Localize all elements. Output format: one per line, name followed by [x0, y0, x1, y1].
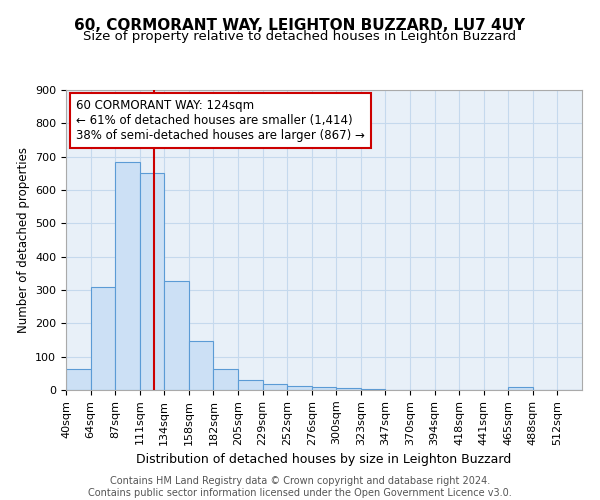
Bar: [164, 280, 189, 390]
Text: 60, CORMORANT WAY, LEIGHTON BUZZARD, LU7 4UY: 60, CORMORANT WAY, LEIGHTON BUZZARD, LU7…: [74, 18, 526, 32]
Text: Contains HM Land Registry data © Crown copyright and database right 2024.
Contai: Contains HM Land Registry data © Crown c…: [88, 476, 512, 498]
Bar: [91, 286, 115, 390]
Bar: [336, 388, 361, 390]
Text: 60 CORMORANT WAY: 124sqm
← 61% of detached houses are smaller (1,414)
38% of sem: 60 CORMORANT WAY: 124sqm ← 61% of detach…: [76, 99, 365, 142]
X-axis label: Distribution of detached houses by size in Leighton Buzzard: Distribution of detached houses by size …: [136, 453, 512, 466]
Text: Size of property relative to detached houses in Leighton Buzzard: Size of property relative to detached ho…: [83, 30, 517, 43]
Bar: [312, 388, 336, 390]
Bar: [66, 370, 91, 390]
Bar: [214, 369, 238, 390]
Bar: [508, 386, 533, 390]
Bar: [263, 384, 287, 390]
Bar: [115, 162, 140, 390]
Bar: [238, 380, 263, 390]
Bar: [287, 386, 312, 390]
Bar: [189, 340, 214, 390]
Y-axis label: Number of detached properties: Number of detached properties: [17, 147, 29, 333]
Bar: [140, 174, 164, 390]
Bar: [361, 388, 385, 390]
